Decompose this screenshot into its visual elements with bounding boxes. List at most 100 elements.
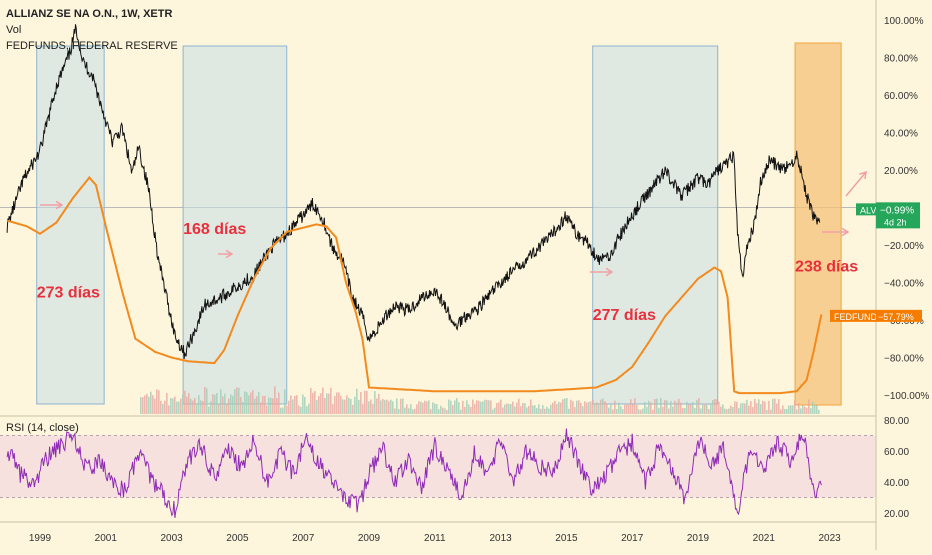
volume-bar — [278, 392, 280, 414]
volume-bar — [800, 408, 802, 414]
volume-bar — [476, 400, 478, 414]
volume-bar — [256, 396, 258, 414]
price-tick-label: −100.00% — [884, 391, 929, 402]
volume-bar — [812, 401, 814, 414]
price-tick-label: 80.00% — [884, 54, 918, 65]
time-tick-label: 2023 — [818, 533, 841, 544]
volume-bar — [670, 401, 672, 414]
volume-bar — [798, 403, 800, 414]
volume-bar — [748, 405, 750, 414]
alv-symbol-badge — [856, 203, 876, 216]
volume-bar — [384, 400, 386, 414]
volume-bar — [406, 404, 408, 414]
volume-bar — [792, 405, 794, 414]
volume-bar — [564, 398, 566, 414]
volume-bar — [582, 406, 584, 414]
volume-bar — [624, 404, 626, 414]
symbol-title[interactable]: ALLIANZ SE NA O.N., 1W, XETR — [6, 8, 173, 20]
volume-bar — [708, 409, 710, 414]
alv-symbol-text: ALV — [860, 205, 876, 215]
volume-bar — [172, 398, 174, 414]
alv-price-text: −0.99% — [880, 205, 914, 216]
volume-bar — [234, 389, 236, 414]
volume-bar — [758, 399, 760, 414]
volume-bar — [490, 400, 492, 414]
volume-bar — [614, 400, 616, 414]
volume-bar — [496, 403, 498, 414]
volume-bar — [388, 401, 390, 414]
volume-bar — [612, 409, 614, 414]
volume-bar — [540, 408, 542, 414]
volume-bar — [290, 395, 292, 414]
volume-bar — [232, 395, 234, 414]
volume-bar — [548, 408, 550, 414]
volume-bar — [342, 399, 344, 414]
volume-bar — [656, 398, 658, 414]
volume-bar — [626, 403, 628, 414]
volume-bar — [530, 399, 532, 414]
volume-bar — [658, 407, 660, 414]
volume-bar — [358, 399, 360, 414]
volume-bar — [674, 400, 676, 414]
rsi-legend[interactable]: RSI (14, close) — [6, 422, 79, 434]
volume-bar — [532, 405, 534, 414]
volume-bar — [610, 404, 612, 414]
volume-bar — [368, 401, 370, 414]
volume-bar — [514, 406, 516, 414]
volume-bar — [646, 406, 648, 414]
arrow-icon — [55, 200, 64, 210]
volume-bar — [816, 405, 818, 414]
volume-bar — [392, 401, 394, 414]
volume-bar — [330, 387, 332, 414]
volume-bar — [324, 397, 326, 414]
volume-bar — [726, 409, 728, 414]
volume-bar — [808, 399, 810, 414]
volume-bar — [198, 395, 200, 414]
volume-bar — [766, 409, 768, 414]
volume-bar — [268, 397, 270, 414]
volume-bar — [300, 406, 302, 414]
volume-bar — [814, 404, 816, 414]
volume-bar — [788, 405, 790, 414]
volume-bar — [158, 390, 160, 414]
volume-bar — [588, 401, 590, 414]
volume-bar — [594, 403, 596, 414]
volume-bar — [714, 399, 716, 414]
volume-bar — [288, 400, 290, 414]
volume-bar — [604, 401, 606, 414]
volume-bar — [410, 404, 412, 414]
volume-bar — [474, 404, 476, 414]
volume-bar — [202, 400, 204, 414]
rsi-tick-label: 80.00 — [884, 416, 909, 427]
volume-bar — [286, 405, 288, 414]
volume-legend[interactable]: Vol — [6, 24, 22, 36]
volume-bar — [262, 395, 264, 414]
volume-bar — [166, 393, 168, 414]
volume-bar — [466, 400, 468, 414]
volume-bar — [148, 396, 150, 414]
volume-bar — [762, 400, 764, 414]
volume-bar — [768, 400, 770, 414]
volume-bar — [584, 401, 586, 414]
volume-bar — [458, 402, 460, 414]
volume-bar — [322, 387, 324, 414]
volume-bar — [332, 404, 334, 414]
volume-bar — [526, 407, 528, 414]
volume-bar — [620, 406, 622, 414]
volume-bar — [284, 389, 286, 414]
time-tick-label: 2003 — [160, 533, 183, 544]
volume-bar — [446, 409, 448, 414]
volume-bar — [760, 404, 762, 414]
fedfunds-legend[interactable]: FEDFUNDS, FEDERAL RESERVE — [6, 40, 178, 52]
volume-bar — [318, 396, 320, 414]
volume-bar — [770, 409, 772, 414]
volume-bar — [140, 397, 142, 414]
price-tick-label: 60.00% — [884, 91, 918, 102]
volume-bar — [164, 400, 166, 414]
time-tick-label: 2015 — [555, 533, 578, 544]
volume-bar — [504, 404, 506, 414]
volume-bar — [402, 398, 404, 414]
time-tick-label: 2013 — [489, 533, 512, 544]
